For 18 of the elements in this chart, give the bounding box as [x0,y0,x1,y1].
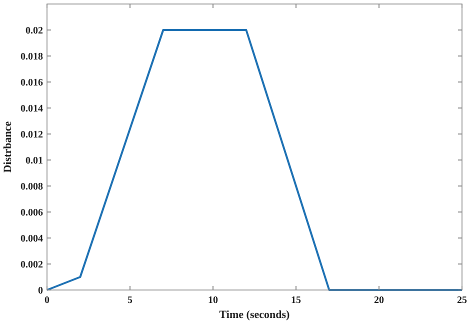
x-axis-title: Time (seconds) [219,309,290,321]
y-tick-label: 0.016 [20,78,43,88]
x-tick-label: 10 [208,295,218,306]
y-tick-label: 0.004 [20,234,43,244]
y-tick-label: 0.02 [26,26,43,36]
y-tick-label: 0.01 [26,156,43,166]
y-tick-label: 0 [38,286,43,296]
y-axis-title: Distrbance [2,121,14,173]
y-tick-label: 0.018 [20,52,43,62]
x-tick-label: 15 [291,295,301,306]
y-tick-label: 0.002 [20,260,43,270]
x-tick-label: 20 [374,295,384,306]
y-tick-label: 0.012 [20,130,43,140]
x-tick-label: 25 [457,295,467,306]
y-tick-label: 0.014 [20,104,43,114]
x-tick-label: 5 [128,295,132,306]
y-tick-label: 0.006 [20,208,43,218]
y-tick-label: 0.008 [20,182,43,192]
